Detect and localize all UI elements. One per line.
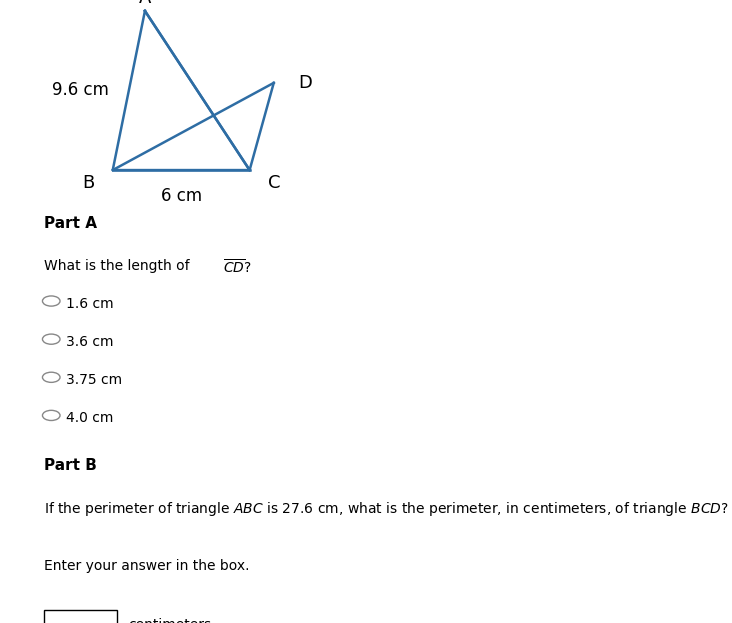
Text: 1.6 cm: 1.6 cm	[66, 297, 113, 311]
Text: A: A	[139, 0, 151, 7]
Text: If the perimeter of triangle $ABC$ is 27.6 cm, what is the perimeter, in centime: If the perimeter of triangle $ABC$ is 27…	[44, 500, 729, 518]
Text: 3.75 cm: 3.75 cm	[66, 373, 122, 387]
Text: Enter your answer in the box.: Enter your answer in the box.	[44, 559, 250, 573]
Text: What is the length of: What is the length of	[44, 259, 194, 273]
Text: B: B	[83, 174, 94, 193]
Text: 4.0 cm: 4.0 cm	[66, 411, 113, 425]
Text: 9.6 cm: 9.6 cm	[52, 82, 109, 100]
Text: Part B: Part B	[44, 458, 97, 473]
Text: C: C	[267, 174, 280, 193]
Text: D: D	[298, 74, 312, 92]
FancyBboxPatch shape	[44, 611, 117, 623]
Text: $\overline{CD}$?: $\overline{CD}$?	[223, 259, 252, 277]
Text: Part A: Part A	[44, 216, 97, 231]
Text: 6 cm: 6 cm	[160, 188, 202, 205]
Text: centimeters: centimeters	[128, 618, 212, 623]
Text: 3.6 cm: 3.6 cm	[66, 335, 113, 349]
